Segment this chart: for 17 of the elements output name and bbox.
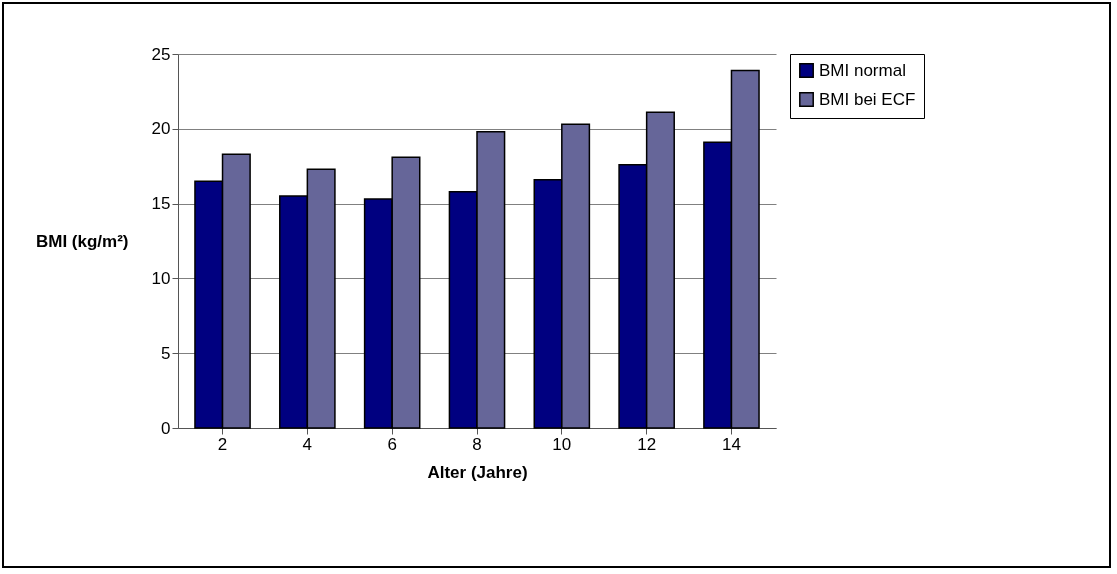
x-tick-label: 4 xyxy=(302,434,313,454)
y-tick-label: 20 xyxy=(151,119,171,139)
y-axis-title: BMI (kg/m²) xyxy=(35,231,129,251)
y-tick-label: 0 xyxy=(161,418,171,438)
y-tick-label: 10 xyxy=(151,268,171,288)
legend-label: BMI normal xyxy=(819,60,906,80)
y-tick-label: 15 xyxy=(151,194,171,214)
x-tick-label: 12 xyxy=(637,434,657,454)
x-tick-label: 14 xyxy=(722,434,741,454)
x-tick-label: 2 xyxy=(217,434,228,454)
y-tick-label: 5 xyxy=(161,343,171,363)
x-tick-label: 8 xyxy=(472,434,482,454)
x-tick-label: 6 xyxy=(387,434,397,454)
legend-label: BMI bei ECF xyxy=(819,89,916,109)
y-tick-label: 25 xyxy=(151,44,171,64)
x-tick-label: 10 xyxy=(552,434,572,454)
x-axis-title: Alter (Jahre) xyxy=(427,462,528,482)
